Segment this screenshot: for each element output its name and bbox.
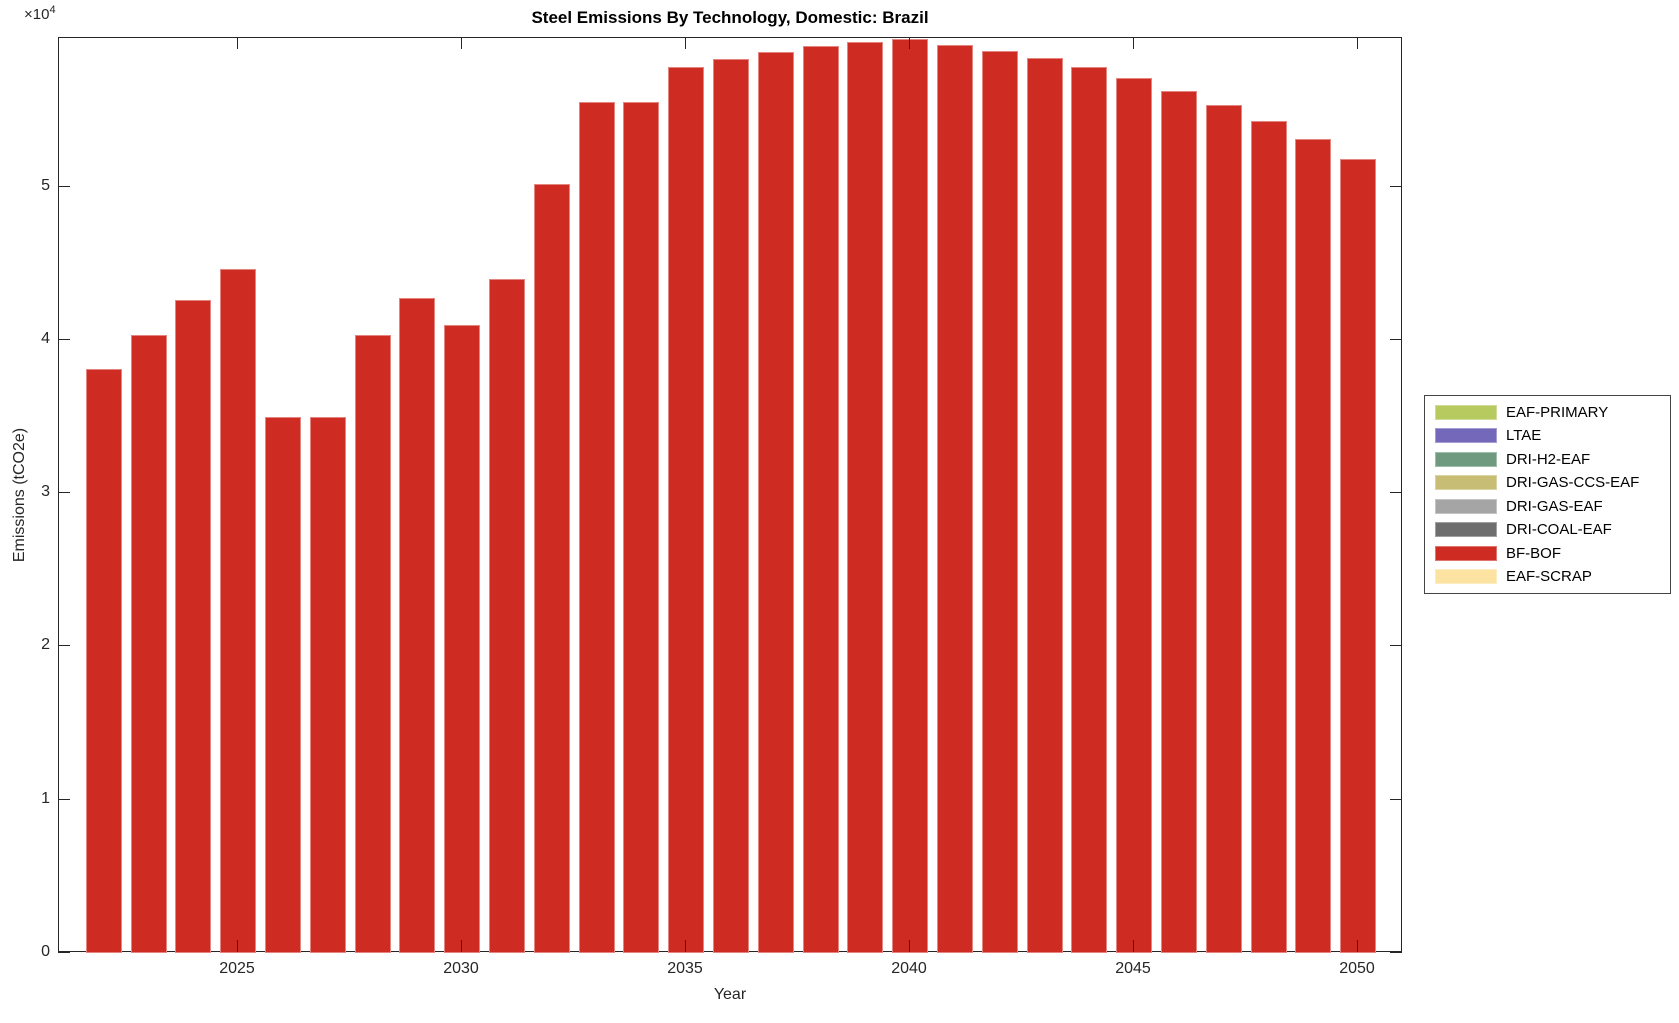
y-axis-exponent-base: ×10 bbox=[24, 6, 50, 23]
bar-2031 bbox=[489, 278, 525, 953]
x-tick-top bbox=[461, 37, 462, 49]
bar-2045 bbox=[1116, 77, 1153, 953]
legend-label: BF-BOF bbox=[1506, 544, 1561, 562]
y-tick-label: 4 bbox=[41, 330, 50, 347]
y-tick bbox=[58, 492, 70, 493]
legend-swatch-dri-gas-eaf bbox=[1435, 498, 1497, 514]
legend-item-ltae: LTAE bbox=[1435, 427, 1660, 444]
bar-2029 bbox=[399, 297, 436, 953]
bar-2023 bbox=[130, 334, 167, 953]
legend-label: EAF-PRIMARY bbox=[1506, 404, 1609, 421]
bar-2028 bbox=[354, 334, 391, 953]
x-tick-top bbox=[237, 37, 238, 49]
legend-label: DRI-GAS-CCS-EAF bbox=[1506, 474, 1640, 492]
chart-title: Steel Emissions By Technology, Domestic:… bbox=[531, 8, 929, 27]
x-tick bbox=[237, 940, 238, 952]
bar-2038 bbox=[802, 45, 839, 953]
bar-2048 bbox=[1250, 120, 1287, 953]
y-tick-right bbox=[1390, 186, 1402, 187]
x-tick-top bbox=[1133, 37, 1134, 49]
legend-swatch-bf-bof bbox=[1435, 545, 1497, 561]
bar-2044 bbox=[1071, 67, 1108, 953]
legend-label: DRI-GAS-EAF bbox=[1506, 497, 1603, 515]
bar-2049 bbox=[1295, 139, 1332, 953]
x-tick-top bbox=[1357, 37, 1358, 49]
bar-2039 bbox=[847, 41, 884, 953]
y-tick-right bbox=[1390, 645, 1402, 646]
x-tick bbox=[909, 940, 910, 952]
x-tick bbox=[1133, 940, 1134, 952]
y-axis-exponent-power: 4 bbox=[49, 4, 56, 16]
legend-item-dri-gas-ccs-eaf: DRI-GAS-CCS-EAF bbox=[1435, 474, 1660, 491]
y-tick-label: 1 bbox=[41, 790, 50, 807]
x-tick-label: 2050 bbox=[1339, 960, 1375, 977]
legend-label: LTAE bbox=[1506, 427, 1542, 445]
x-tick-label: 2040 bbox=[891, 960, 927, 977]
bar-2026 bbox=[265, 416, 301, 953]
bar-2027 bbox=[309, 416, 346, 953]
legend-swatch-dri-h2-eaf bbox=[1435, 451, 1497, 467]
x-axis-label: Year bbox=[713, 986, 747, 1003]
x-tick-label: 2030 bbox=[443, 960, 479, 977]
legend-item-eaf-scrap: EAF-SCRAP bbox=[1435, 568, 1660, 585]
bar-2041 bbox=[937, 44, 973, 953]
bar-2022 bbox=[85, 369, 122, 953]
y-tick bbox=[58, 952, 70, 953]
x-tick-label: 2045 bbox=[1115, 960, 1151, 977]
y-tick bbox=[58, 339, 70, 340]
legend-item-dri-gas-eaf: DRI-GAS-EAF bbox=[1435, 498, 1660, 515]
y-tick-label: 2 bbox=[41, 636, 50, 653]
bar-2032 bbox=[533, 183, 570, 953]
x-tick bbox=[1357, 940, 1358, 952]
y-tick-label: 3 bbox=[41, 483, 50, 500]
y-tick-right bbox=[1390, 339, 1402, 340]
bar-2040 bbox=[892, 38, 929, 953]
x-tick-label: 2035 bbox=[667, 960, 703, 977]
bar-2035 bbox=[668, 67, 705, 953]
bar-2050 bbox=[1340, 159, 1377, 953]
legend-swatch-dri-gas-ccs-eaf bbox=[1435, 475, 1497, 491]
legend-swatch-eaf-scrap bbox=[1435, 568, 1497, 584]
bar-2033 bbox=[578, 102, 615, 953]
bar-2030 bbox=[444, 325, 481, 953]
y-tick-right bbox=[1390, 799, 1402, 800]
legend-label: DRI-COAL-EAF bbox=[1506, 521, 1612, 539]
x-tick bbox=[461, 940, 462, 952]
legend-label: DRI-H2-EAF bbox=[1506, 450, 1591, 468]
y-tick-right bbox=[1390, 492, 1402, 493]
bar-2046 bbox=[1161, 90, 1197, 953]
plot-area bbox=[58, 37, 1402, 953]
legend: EAF-PRIMARY LTAE DRI-H2-EAF DRI-GAS-CCS-EAF… bbox=[1424, 395, 1671, 594]
legend-swatch-dri-coal-eaf bbox=[1435, 522, 1497, 538]
legend-swatch-ltae bbox=[1435, 428, 1497, 444]
y-tick-label: 5 bbox=[41, 177, 50, 194]
legend-swatch-eaf-primary bbox=[1435, 405, 1497, 420]
legend-item-bf-bof: BF-BOF bbox=[1435, 545, 1660, 562]
x-tick-top bbox=[909, 37, 910, 49]
legend-label: EAF-SCRAP bbox=[1506, 567, 1592, 585]
bar-2047 bbox=[1205, 104, 1242, 953]
bar-2043 bbox=[1026, 57, 1063, 953]
legend-item-dri-coal-eaf: DRI-COAL-EAF bbox=[1435, 521, 1660, 538]
y-axis-exponent-label: ×104 bbox=[24, 4, 56, 23]
bar-2025 bbox=[220, 268, 257, 953]
x-tick-label: 2025 bbox=[219, 960, 255, 977]
bar-2024 bbox=[175, 300, 212, 953]
y-tick bbox=[58, 645, 70, 646]
legend-item-eaf-primary: EAF-PRIMARY bbox=[1435, 404, 1660, 421]
x-tick-top bbox=[685, 37, 686, 49]
y-tick-right bbox=[1390, 952, 1402, 953]
bar-2037 bbox=[757, 51, 794, 953]
y-tick bbox=[58, 186, 70, 187]
bar-2042 bbox=[981, 51, 1018, 953]
bar-2036 bbox=[713, 58, 749, 953]
x-tick bbox=[685, 940, 686, 952]
legend-item-dri-h2-eaf: DRI-H2-EAF bbox=[1435, 451, 1660, 468]
y-tick bbox=[58, 799, 70, 800]
bar-2034 bbox=[623, 102, 660, 953]
y-tick-label: 0 bbox=[41, 943, 50, 960]
